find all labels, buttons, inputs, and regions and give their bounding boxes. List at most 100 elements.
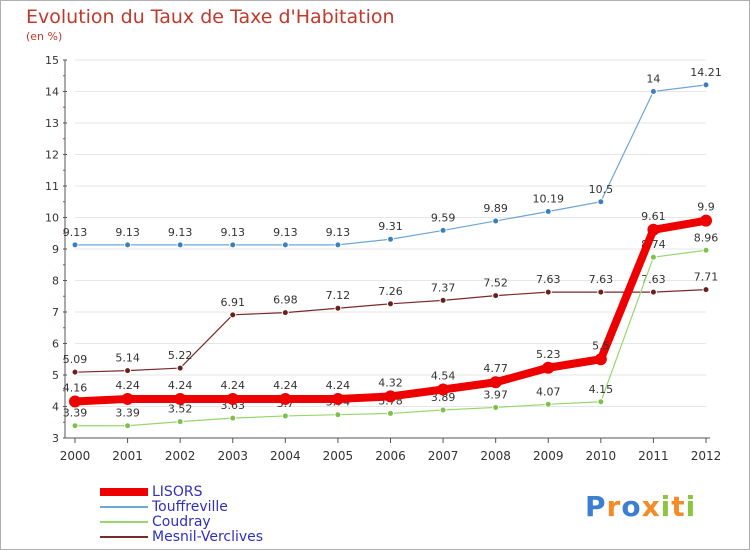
- legend-item: LISORS: [100, 484, 202, 500]
- y-tick-label: 6: [52, 338, 59, 351]
- data-label: 3.39: [115, 407, 140, 420]
- legend-label: Coudray: [152, 514, 211, 530]
- data-point: [279, 392, 292, 405]
- data-label: 14.21: [690, 66, 722, 79]
- data-point: [176, 418, 184, 426]
- x-tick-label: 2005: [323, 449, 354, 463]
- data-label: 9.59: [431, 211, 456, 224]
- x-tick-label: 2006: [375, 449, 406, 463]
- legend-label: Touffreville: [152, 499, 228, 515]
- data-label: 7.37: [431, 281, 456, 294]
- data-label: 9.13: [273, 226, 298, 239]
- data-point: [492, 403, 500, 411]
- data-point: [121, 392, 134, 405]
- data-label: 3.97: [483, 388, 508, 401]
- data-label: 7.52: [483, 277, 508, 290]
- y-tick-label: 10: [45, 212, 59, 225]
- y-tick-label: 3: [52, 432, 59, 445]
- data-point: [69, 395, 81, 408]
- data-point: [334, 304, 342, 312]
- data-label: 7.63: [589, 273, 614, 286]
- data-label: 6.91: [221, 296, 246, 309]
- y-tick-label: 14: [45, 86, 59, 99]
- data-label: 5.09: [63, 353, 88, 366]
- data-label: 10.5: [589, 183, 614, 196]
- legend-swatch: [100, 536, 148, 538]
- data-point: [71, 368, 79, 376]
- data-point: [387, 409, 394, 417]
- data-label: 4.16: [63, 381, 88, 394]
- y-tick-label: 8: [52, 275, 59, 288]
- data-point: [492, 292, 500, 300]
- data-label: 6.98: [273, 294, 298, 307]
- data-point: [439, 406, 447, 414]
- data-label: 9.13: [115, 226, 140, 239]
- data-label: 7.26: [378, 285, 403, 298]
- data-point: [649, 288, 657, 296]
- data-point: [229, 414, 237, 422]
- legend-item: Mesnil-Verclives: [100, 529, 263, 545]
- y-tick-label: 9: [52, 243, 59, 256]
- data-point: [281, 241, 289, 249]
- data-point: [229, 311, 237, 319]
- data-point: [544, 288, 552, 296]
- data-label: 4.07: [536, 385, 561, 398]
- data-point: [229, 241, 237, 249]
- x-tick-label: 2011: [638, 449, 669, 463]
- data-label: 9.61: [641, 210, 666, 223]
- x-tick-label: 2003: [217, 449, 248, 463]
- data-point: [597, 198, 605, 206]
- data-label: 7.63: [641, 273, 666, 286]
- data-label: 4.15: [589, 383, 614, 396]
- data-point: [492, 217, 500, 225]
- data-label: 9.31: [378, 220, 403, 233]
- data-label: 5.23: [536, 348, 561, 361]
- data-point: [281, 412, 289, 420]
- chart-subtitle: (en %): [26, 30, 63, 43]
- data-label: 9.13: [168, 226, 193, 239]
- data-point: [597, 288, 605, 296]
- data-point: [334, 411, 342, 419]
- data-label: 5.22: [168, 349, 193, 362]
- legend-swatch: [100, 488, 148, 496]
- x-tick-label: 2008: [480, 449, 511, 463]
- x-tick-label: 2007: [428, 449, 459, 463]
- data-point: [702, 246, 710, 254]
- data-point: [226, 392, 239, 405]
- x-tick-label: 2010: [586, 449, 617, 463]
- y-tick-label: 13: [45, 117, 59, 130]
- data-point: [71, 241, 79, 249]
- data-label: 4.24: [221, 379, 246, 392]
- data-point: [384, 390, 397, 403]
- data-label: 9.13: [63, 226, 88, 239]
- data-label: 9.9: [697, 201, 715, 214]
- data-point: [594, 353, 607, 366]
- data-label: 4.24: [168, 379, 193, 392]
- legend-swatch: [100, 506, 148, 508]
- data-label: 4.54: [431, 369, 456, 382]
- data-label: 7.12: [326, 289, 351, 302]
- data-point: [176, 241, 184, 249]
- data-point: [387, 235, 394, 243]
- data-label: 4.77: [483, 362, 508, 375]
- y-tick-label: 4: [52, 401, 59, 414]
- x-tick-label: 2012: [691, 449, 722, 463]
- data-label: 14: [646, 73, 660, 86]
- data-label: 3.39: [63, 407, 88, 420]
- data-label: 7.63: [536, 273, 561, 286]
- x-tick-label: 2001: [112, 449, 143, 463]
- data-point: [281, 309, 289, 317]
- x-tick-label: 2004: [270, 449, 301, 463]
- y-tick-label: 12: [45, 149, 59, 162]
- legend-label: LISORS: [152, 484, 203, 500]
- y-tick-label: 11: [45, 180, 59, 193]
- data-point: [700, 214, 712, 227]
- data-point: [597, 398, 605, 406]
- chart-title: Evolution du Taux de Taxe d'Habitation: [26, 6, 395, 28]
- data-point: [542, 361, 555, 374]
- proxiti-logo: Proxiti: [585, 490, 697, 523]
- data-label: 8.96: [694, 231, 719, 244]
- data-point: [331, 392, 344, 405]
- legend-label: Mesnil-Verclives: [152, 529, 264, 545]
